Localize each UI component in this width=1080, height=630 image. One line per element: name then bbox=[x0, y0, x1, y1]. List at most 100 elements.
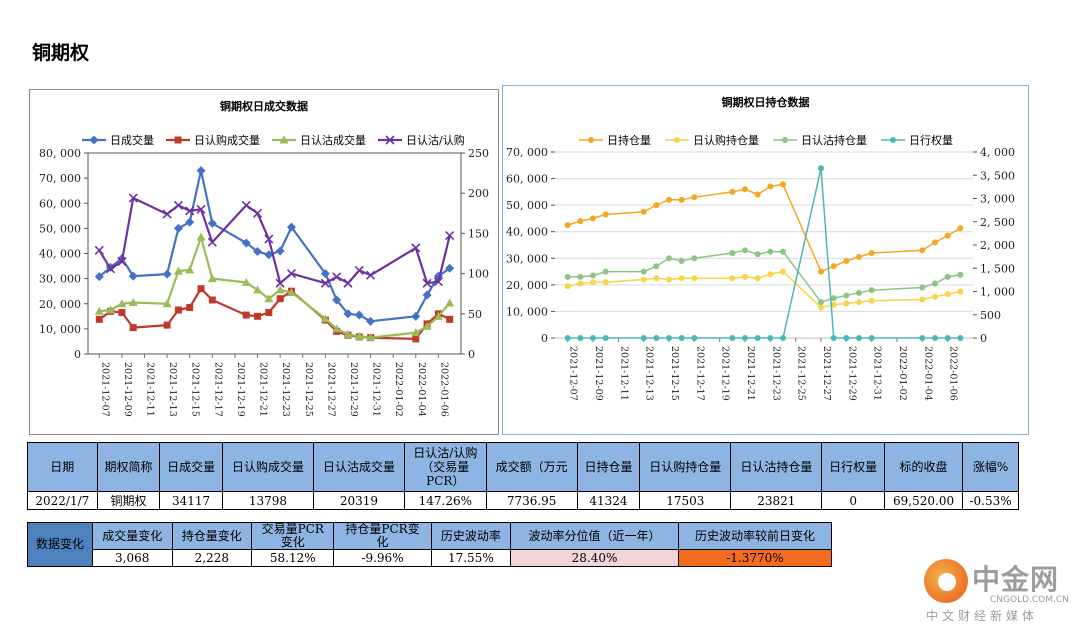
data-point bbox=[856, 299, 862, 306]
data-point bbox=[856, 335, 862, 341]
data-change-cell: -9.96% bbox=[333, 549, 432, 567]
x-tick-label: 2021-12-17 bbox=[212, 362, 223, 417]
legend-marker bbox=[782, 137, 788, 143]
data-point bbox=[411, 243, 421, 253]
data-point bbox=[602, 335, 609, 341]
data-point bbox=[332, 272, 342, 282]
data-point bbox=[207, 218, 217, 228]
y-right-tick-label: 250 bbox=[468, 147, 489, 160]
data-point bbox=[678, 196, 685, 203]
data-point bbox=[868, 297, 875, 304]
x-tick-label: 2021-12-23 bbox=[770, 346, 781, 401]
x-tick-label: 2021-12-29 bbox=[348, 362, 359, 417]
y-left-tick-label: 50, 000 bbox=[39, 222, 81, 235]
data-point bbox=[754, 275, 761, 282]
y-left-tick-label: 60, 000 bbox=[39, 197, 81, 210]
legend-label: 日认沽/认购 bbox=[406, 133, 465, 147]
y-right-tick-label: 1, 500 bbox=[980, 262, 1015, 275]
x-tick-label: 2021-12-15 bbox=[190, 362, 201, 417]
data-point bbox=[754, 251, 761, 258]
data-point bbox=[320, 278, 330, 288]
x-tick-label: 2021-12-19 bbox=[720, 346, 731, 401]
series-line bbox=[98, 169, 451, 323]
data-point bbox=[602, 211, 609, 218]
legend-marker bbox=[385, 135, 395, 145]
data-point bbox=[162, 299, 172, 308]
data-point bbox=[173, 266, 183, 275]
data-point bbox=[678, 335, 685, 341]
data-point bbox=[932, 335, 938, 341]
data-point bbox=[590, 335, 596, 341]
daily-summary-cell: 2022/1/7 bbox=[27, 491, 98, 510]
legend-item: 日行权量 bbox=[881, 134, 953, 147]
data-point bbox=[830, 295, 837, 302]
daily-summary-header-cell: 标的收盘 bbox=[884, 442, 964, 492]
legend-item: 日认购持仓量 bbox=[665, 133, 759, 147]
data-point bbox=[446, 315, 454, 323]
x-tick-label: 2021-12-17 bbox=[694, 346, 705, 401]
data-point bbox=[564, 273, 571, 280]
data-change-header-cell: 历史波动率 bbox=[430, 522, 512, 550]
y-left-tick-label: 10, 000 bbox=[506, 305, 548, 318]
data-point bbox=[742, 273, 748, 280]
y-left-tick-label: 50, 000 bbox=[506, 199, 548, 212]
x-tick-label: 2021-12-07 bbox=[568, 346, 579, 401]
data-point bbox=[780, 181, 786, 188]
data-point bbox=[343, 309, 353, 319]
data-point bbox=[843, 257, 850, 264]
daily-summary-cell: 41324 bbox=[576, 491, 641, 510]
data-point bbox=[944, 273, 951, 280]
page-title: 铜期权 bbox=[32, 42, 90, 64]
cngold-logo: 中金网 CNGOLD.COM.CN 中文财经新媒体 bbox=[922, 555, 1072, 625]
data-change-table: 数据变化 成交量变化 持仓量变化 交易量PCR 变化 持仓量PCR变化历史波动率 波动率分… bbox=[27, 522, 833, 567]
x-tick-label: 2021-12-15 bbox=[669, 346, 680, 401]
x-tick-label: 2022-01-02 bbox=[393, 362, 404, 417]
data-point bbox=[433, 277, 443, 287]
data-point bbox=[691, 335, 698, 341]
data-point bbox=[932, 239, 938, 246]
data-change-header-cell: 持仓量变化 bbox=[171, 522, 253, 550]
data-point bbox=[577, 335, 584, 341]
data-point bbox=[354, 265, 364, 275]
data-change-header-cell: 持仓量PCR变化 bbox=[333, 522, 432, 550]
data-point bbox=[128, 193, 138, 203]
data-point bbox=[207, 237, 217, 247]
legend-marker bbox=[588, 137, 594, 143]
data-point bbox=[275, 246, 285, 256]
y-left-tick-label: 20, 000 bbox=[39, 298, 81, 311]
daily-summary-header-cell: 日持仓量 bbox=[576, 442, 641, 492]
data-point bbox=[106, 264, 116, 274]
data-point bbox=[780, 248, 786, 255]
data-point bbox=[117, 299, 127, 308]
data-point bbox=[445, 263, 455, 273]
data-change-header-row: 数据变化 成交量变化 持仓量变化 交易量PCR 变化 持仓量PCR变化历史波动率 波动率分… bbox=[27, 522, 833, 567]
legend-marker bbox=[674, 137, 680, 143]
data-point bbox=[286, 287, 296, 296]
data-point bbox=[957, 225, 964, 232]
x-tick-label: 2021-12-11 bbox=[145, 362, 156, 417]
data-point bbox=[286, 269, 297, 279]
data-change-cell: 3,068 bbox=[91, 549, 173, 567]
logo-domain: CNGOLD.COM.CN bbox=[990, 595, 1069, 605]
x-tick-label: 2022-01-06 bbox=[438, 362, 449, 417]
data-point bbox=[577, 280, 584, 287]
data-point bbox=[691, 255, 698, 262]
data-point bbox=[196, 204, 206, 214]
data-point bbox=[653, 275, 660, 282]
data-point bbox=[919, 296, 926, 303]
data-change-cell: 58.12% bbox=[251, 549, 335, 567]
data-point bbox=[411, 311, 421, 321]
legend-item: 日认沽/认购 bbox=[378, 133, 465, 147]
data-point bbox=[830, 335, 837, 341]
chart-title: 铜期权日成交数据 bbox=[219, 99, 308, 113]
y-right-tick-label: 50 bbox=[468, 308, 482, 321]
daily-summary-cell: 34117 bbox=[159, 491, 223, 510]
daily-summary-header-cell: 日认购成交量 bbox=[221, 442, 314, 492]
y-left-tick-label: 70, 000 bbox=[39, 172, 81, 185]
data-point bbox=[818, 165, 824, 172]
legend-item: 日持仓量 bbox=[579, 133, 651, 147]
y-right-tick-label: 0 bbox=[980, 332, 987, 345]
data-point bbox=[957, 335, 964, 341]
